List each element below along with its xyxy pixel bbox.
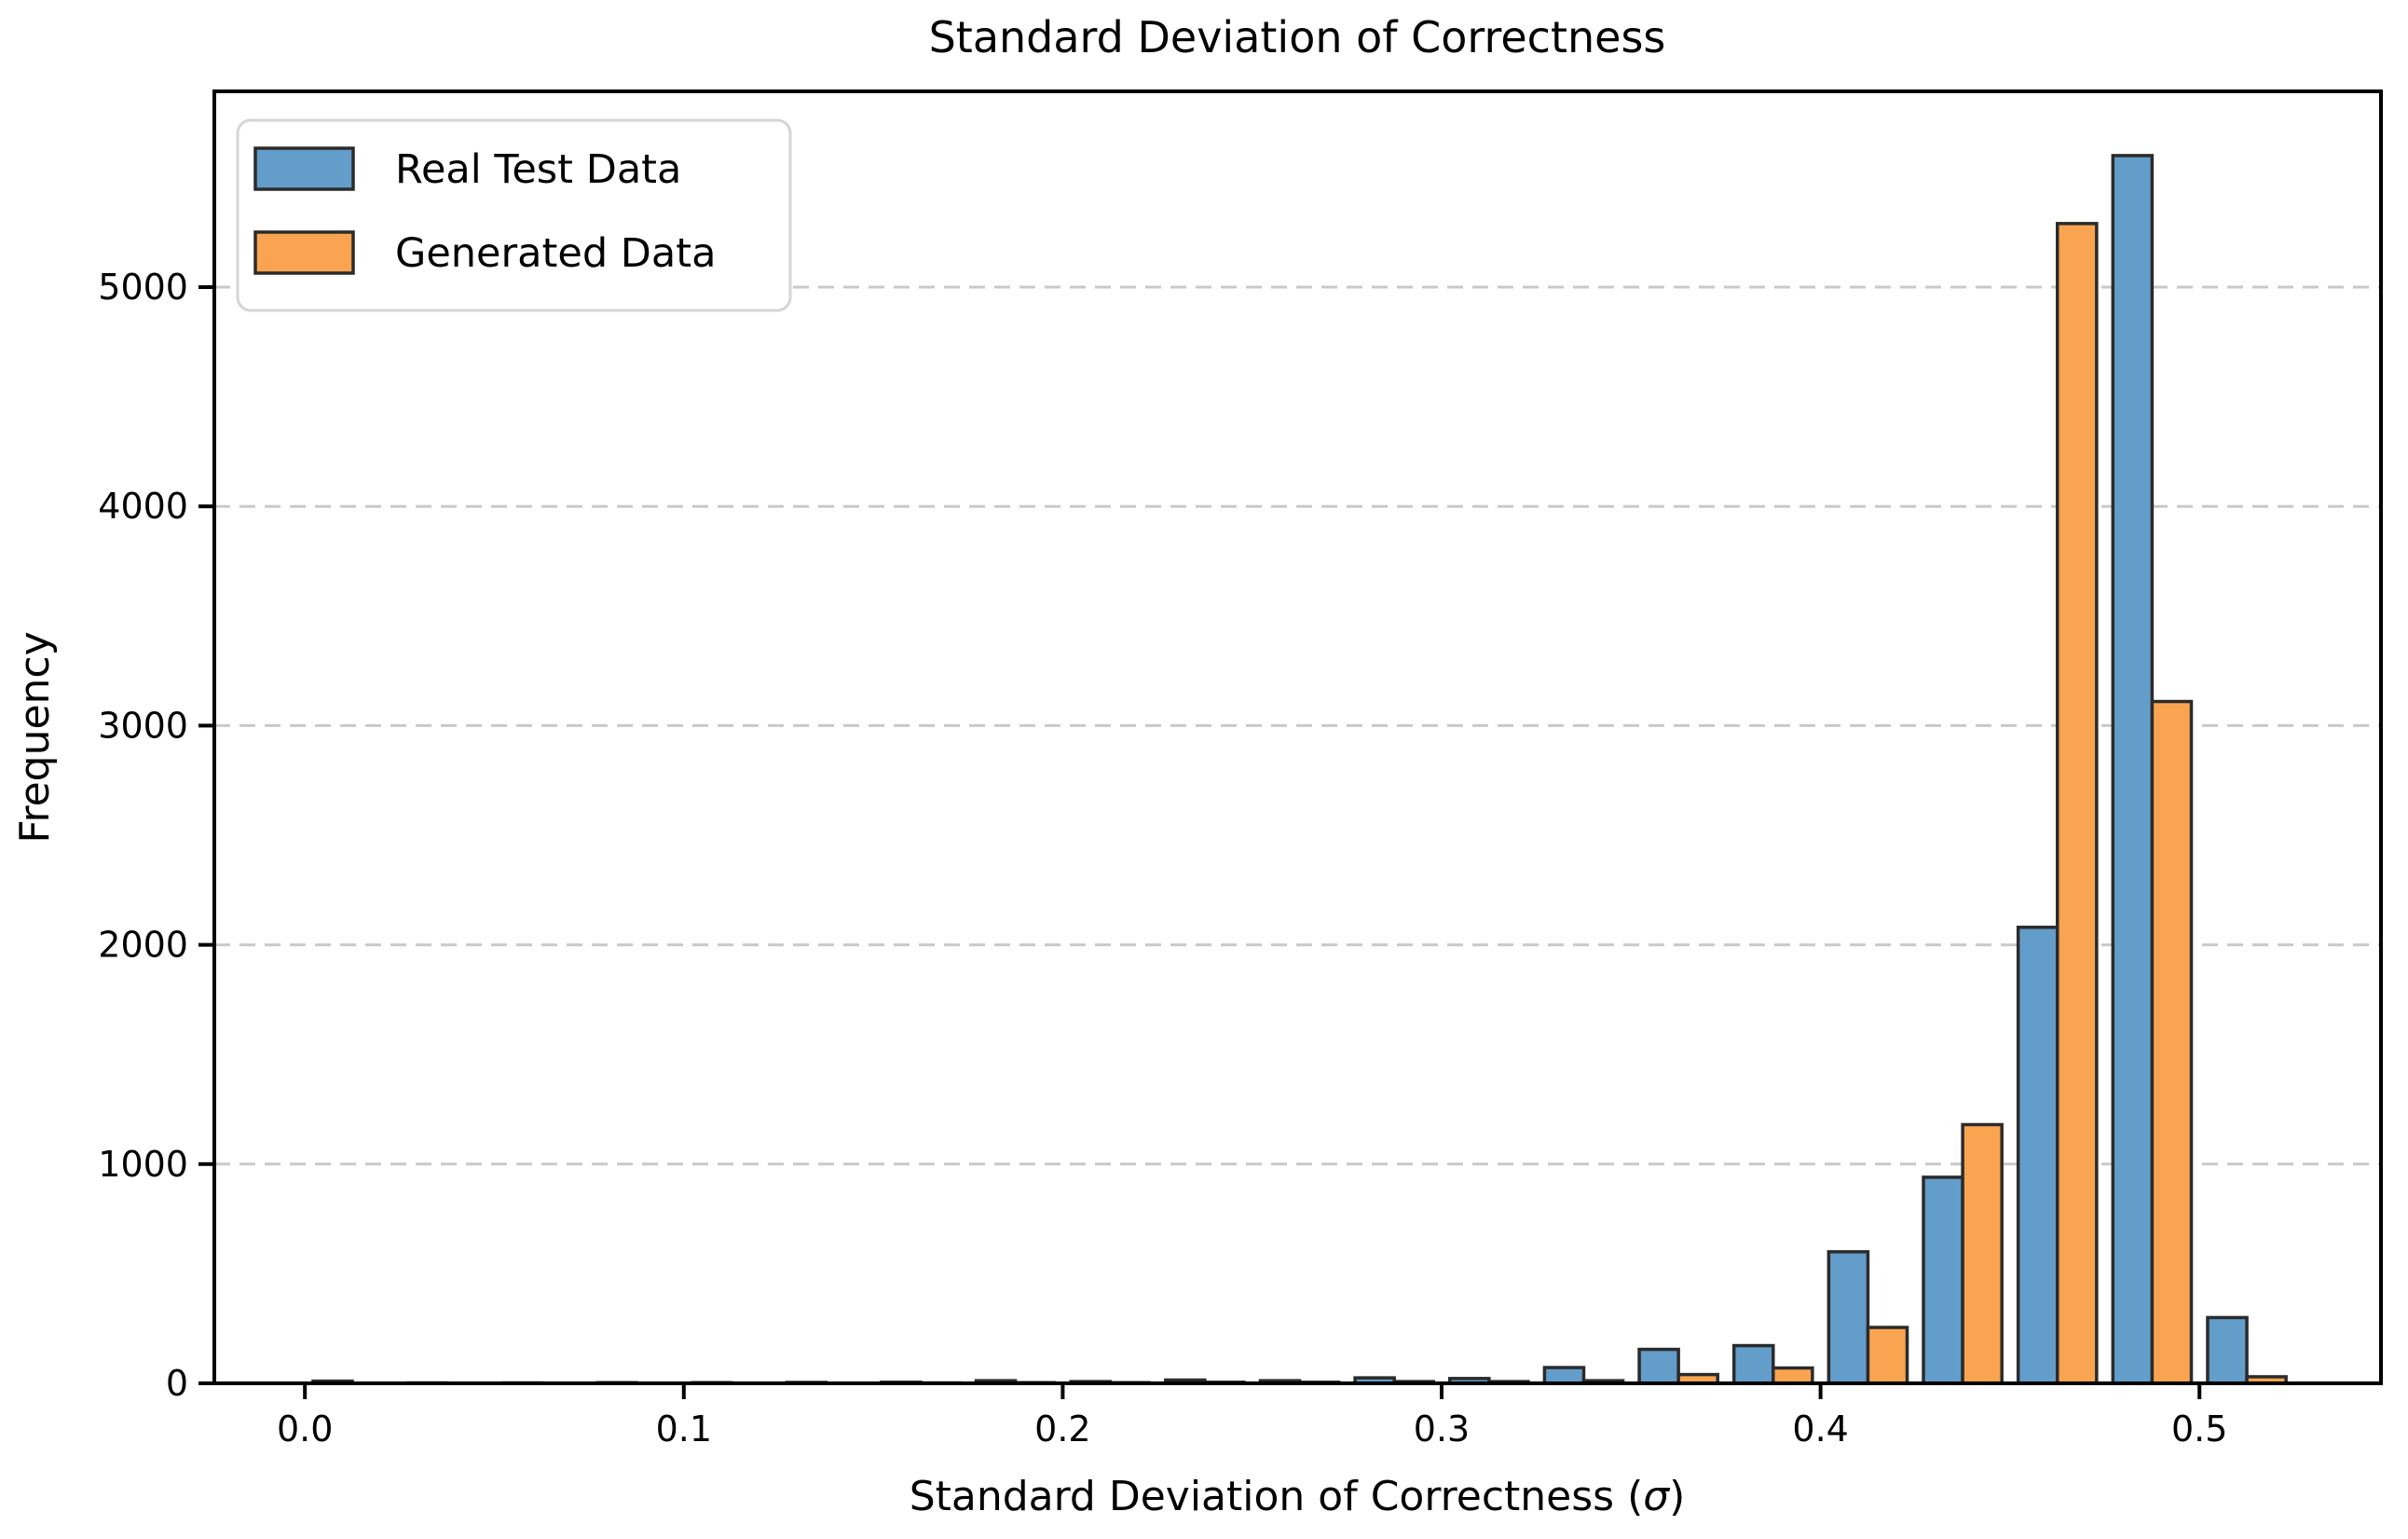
x-tick-label-0.2: 0.2 — [1034, 1408, 1090, 1450]
x-axis-label-suffix: ) — [1669, 1473, 1685, 1520]
bar-generated-bin-19 — [2150, 699, 2194, 1385]
bar-generated-bin-16 — [1866, 1326, 1909, 1385]
y-axis-ticks: 0 1000 2000 3000 4000 5000 — [98, 267, 212, 1404]
x-tick-label-0.1: 0.1 — [656, 1408, 712, 1450]
y-tick-label-0: 0 — [166, 1363, 188, 1404]
x-axis-label-prefix: Standard Deviation of Correctness ( — [910, 1473, 1644, 1520]
bar-real-bin-13 — [1542, 1366, 1586, 1385]
plot-border — [212, 89, 2383, 1385]
bar-real-bin-19 — [2111, 154, 2155, 1385]
bar-real-bin-20 — [2206, 1315, 2249, 1385]
sigma-symbol: σ — [1643, 1473, 1670, 1520]
x-axis-ticks: 0.0 0.1 0.2 0.3 0.4 0.5 — [277, 1385, 2227, 1450]
y-tick-label-5000: 5000 — [98, 267, 188, 308]
legend-swatch-real-test-data — [253, 146, 355, 191]
x-tick-label-0.3: 0.3 — [1414, 1408, 1470, 1450]
x-axis-label: Standard Deviation of Correctness (σ) — [910, 1473, 1686, 1520]
x-tick-label-0.4: 0.4 — [1792, 1408, 1848, 1450]
bar-real-bin-18 — [2016, 926, 2059, 1385]
y-tick-label-3000: 3000 — [98, 705, 188, 746]
bar-generated-bin-17 — [1961, 1122, 2004, 1385]
legend-swatch-generated-data — [253, 230, 355, 275]
bar-real-bin-14 — [1637, 1347, 1680, 1385]
y-tick-label-1000: 1000 — [98, 1144, 188, 1185]
x-tick-label-0.0: 0.0 — [277, 1408, 333, 1450]
x-tick-label-0.5: 0.5 — [2171, 1408, 2227, 1450]
y-tick-label-4000: 4000 — [98, 486, 188, 527]
bar-real-bin-15 — [1731, 1343, 1775, 1385]
y-axis-label: Frequency — [11, 631, 59, 843]
legend-label-real-test-data: Real Test Data — [395, 146, 681, 193]
bar-generated-bin-18 — [2056, 222, 2099, 1385]
legend-box — [236, 118, 792, 312]
bar-real-bin-17 — [1922, 1175, 1964, 1385]
bar-real-bin-16 — [1827, 1250, 1870, 1385]
bars — [311, 154, 2288, 1385]
bar-generated-bin-15 — [1772, 1366, 1814, 1385]
legend: Real Test Data Generated Data — [236, 118, 792, 312]
legend-label-generated-data: Generated Data — [395, 230, 716, 277]
chart-title: Standard Deviation of Correctness — [929, 12, 1666, 62]
gridlines — [214, 285, 2381, 1166]
y-tick-label-2000: 2000 — [98, 925, 188, 966]
